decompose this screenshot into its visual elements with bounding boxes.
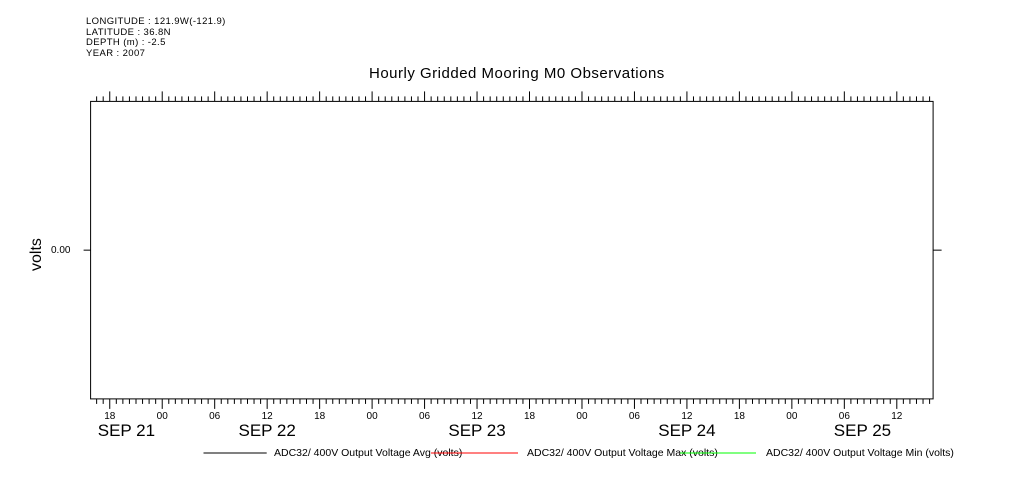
svg-text:ADC32/ 400V Output Voltage Min: ADC32/ 400V Output Voltage Min (volts) (766, 447, 954, 459)
